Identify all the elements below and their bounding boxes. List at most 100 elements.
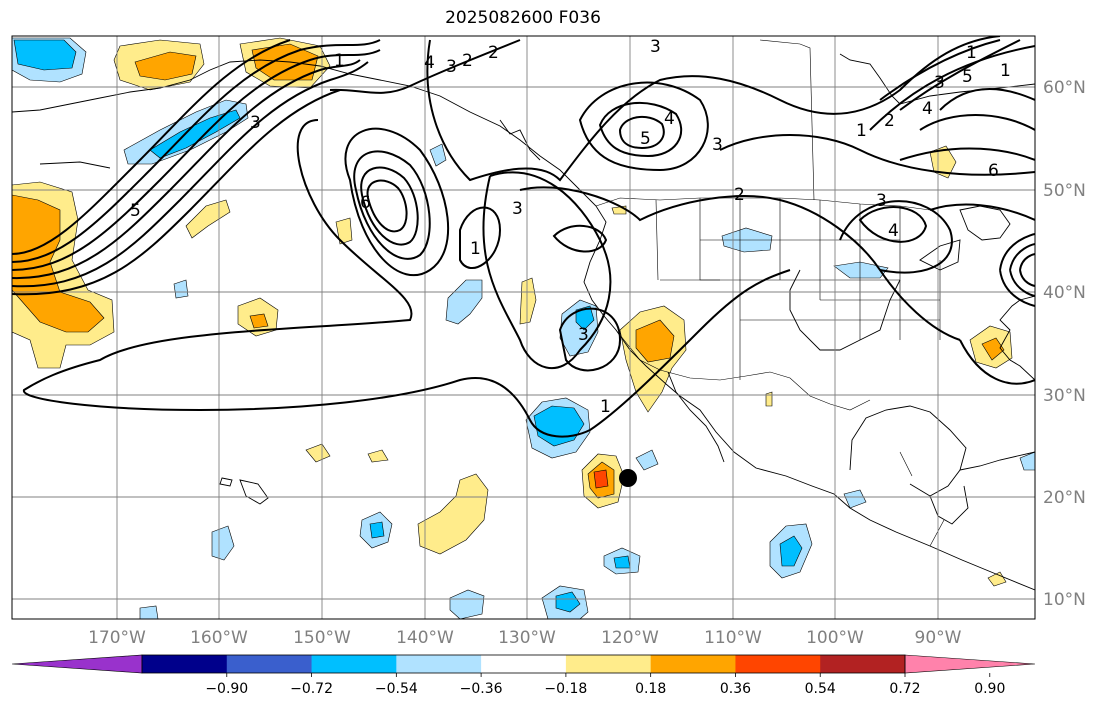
contour-label: 2 — [734, 185, 745, 205]
negative-anomaly-area — [445, 279, 483, 325]
lon-label: 140°W — [396, 628, 454, 648]
positive-anomaly-area — [417, 473, 489, 555]
contour-label: 4 — [888, 221, 899, 241]
contour-line — [552, 224, 608, 253]
positive-anomaly-area — [249, 313, 269, 329]
location-marker — [619, 469, 637, 487]
contour-line — [459, 206, 502, 270]
positive-anomaly-area — [611, 205, 627, 215]
contour-line — [426, 36, 1001, 182]
positive-anomaly-area — [12, 194, 105, 333]
lat-label: 60°N — [1043, 78, 1086, 98]
map-title: 2025082600 F036 — [445, 8, 601, 28]
lon-label: 120°W — [601, 628, 659, 648]
contour-label: 3 — [578, 325, 589, 345]
contour-label: 1 — [600, 397, 611, 417]
contour-line — [618, 115, 665, 150]
contour-label: 1 — [966, 43, 977, 63]
lat-label: 30°N — [1043, 386, 1086, 406]
negative-anomaly-area — [139, 605, 159, 619]
shaded-anomalies — [12, 37, 1035, 619]
positive-anomaly-area — [765, 391, 773, 407]
latitude-axis: 60°N 50°N 40°N 30°N 20°N 10°N — [1043, 78, 1086, 610]
contour-label: 1 — [1000, 61, 1011, 81]
colorbar-segment — [820, 655, 906, 673]
contour-label: 6 — [360, 193, 371, 213]
contour-line — [12, 61, 369, 288]
contour-line — [939, 88, 1035, 111]
lat-label: 50°N — [1043, 181, 1086, 201]
contour-label: 6 — [988, 161, 999, 181]
negative-anomaly-area — [833, 261, 889, 279]
contour-label: 3 — [876, 191, 887, 211]
lat-label: 10°N — [1043, 590, 1086, 610]
colorbar-tick-label: 0.90 — [974, 681, 1005, 697]
borders — [595, 39, 945, 547]
contour-label: 1 — [856, 121, 867, 141]
contour-label: 3 — [512, 199, 523, 219]
contour-label: 1 — [334, 51, 345, 71]
negative-anomaly-area — [449, 589, 485, 619]
contour-label: 3 — [712, 135, 723, 155]
contour-line — [12, 49, 381, 271]
contour-line — [12, 59, 361, 280]
contour-line — [959, 339, 1035, 385]
lon-label: 90°W — [915, 628, 962, 648]
contour-line — [929, 203, 1035, 221]
colorbar-outline — [141, 654, 906, 674]
lon-label: 130°W — [498, 628, 556, 648]
positive-anomaly-area — [335, 217, 353, 245]
colorbar-segment — [311, 655, 397, 673]
contour-line — [366, 179, 408, 233]
lon-label: 160°W — [190, 628, 248, 648]
map-plot-area: 1 2 3 3 4 5 6 2 1 3 3 3 1 4 5 3 2 3 4 3 … — [12, 36, 1035, 619]
colorbar-extend-high — [904, 654, 1036, 674]
contour-label: 3 — [250, 113, 261, 133]
positive-anomaly-area — [519, 277, 537, 325]
colorbar-tick-label: −0.72 — [290, 681, 333, 697]
lon-label: 150°W — [293, 628, 351, 648]
negative-anomaly-area — [843, 489, 867, 509]
contour-line — [12, 39, 381, 263]
negative-anomaly-area — [613, 555, 631, 569]
contour-line — [12, 89, 341, 296]
longitude-axis: 170°W 160°W 150°W 140°W 130°W 120°W 110°… — [88, 628, 962, 648]
contour-lines — [12, 36, 1035, 438]
lat-label: 20°N — [1043, 488, 1086, 508]
contour-line — [719, 134, 1035, 176]
negative-anomaly-area — [555, 591, 581, 613]
contour-label: 3 — [650, 37, 661, 57]
colorbar-tick-label: 0.54 — [805, 681, 836, 697]
negative-anomaly-area — [429, 143, 447, 167]
contour-line — [519, 186, 961, 341]
contour-line — [360, 166, 419, 246]
contour-line — [858, 206, 928, 243]
colorbar-tick-label: 0.72 — [889, 681, 920, 697]
contour-line — [482, 171, 612, 370]
contour-line — [999, 233, 1035, 307]
colorbar-segment — [735, 655, 821, 673]
contour-line — [839, 200, 953, 274]
contour-label: 4 — [922, 99, 933, 119]
colorbar: −0.90 −0.72 −0.54 −0.36 −0.18 0.18 0.36 0.54 0.7… — [11, 654, 1036, 697]
contour-label: 4 — [664, 109, 675, 129]
contour-line — [578, 81, 709, 172]
contour-label: 2 — [488, 43, 499, 63]
colorbar-tick-label: −0.90 — [205, 681, 248, 697]
colorbar-segment — [650, 655, 736, 673]
positive-anomaly-area — [929, 145, 957, 179]
contour-line — [1019, 253, 1035, 287]
contour-line — [899, 39, 1021, 111]
positive-anomaly-area — [185, 199, 231, 239]
negative-anomaly-area — [635, 449, 659, 471]
negative-anomaly-area — [369, 521, 385, 539]
contour-label: 4 — [424, 53, 435, 73]
contour-line — [353, 150, 431, 260]
positive-anomaly-area — [635, 319, 675, 363]
lon-label: 170°W — [88, 628, 146, 648]
lon-label: 100°W — [806, 628, 864, 648]
contour-label: 2 — [462, 51, 473, 71]
positive-anomaly-area — [367, 449, 389, 463]
colorbar-segment — [481, 655, 567, 673]
